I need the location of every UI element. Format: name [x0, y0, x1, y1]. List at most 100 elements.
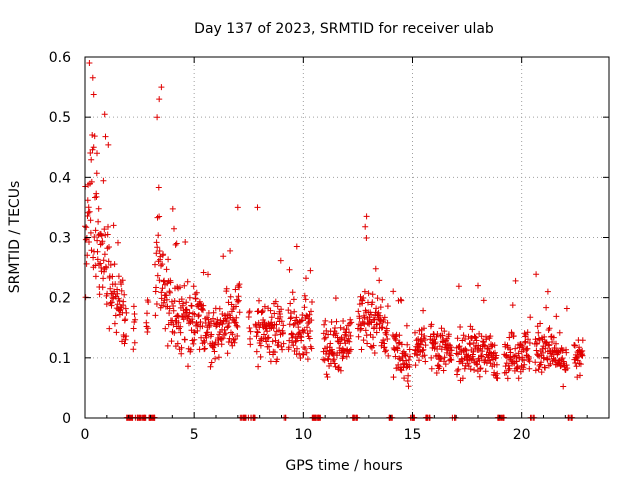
data-point [286, 266, 293, 273]
data-point [181, 282, 188, 289]
data-point [557, 363, 564, 370]
data-point [100, 177, 107, 184]
data-point [511, 353, 518, 360]
data-point [293, 314, 300, 321]
data-point [513, 358, 520, 365]
data-point [512, 345, 519, 352]
data-point [164, 342, 171, 349]
data-point [543, 304, 550, 311]
data-point [268, 314, 275, 321]
data-point [256, 297, 262, 304]
data-point [273, 321, 280, 328]
data-point [107, 300, 114, 306]
data-point [488, 343, 495, 350]
data-point [200, 302, 207, 309]
data-point [101, 251, 108, 258]
data-point [166, 288, 173, 295]
data-point [100, 257, 107, 264]
data-point [264, 335, 271, 342]
data-point [246, 325, 253, 331]
data-point [524, 345, 531, 352]
data-point [254, 328, 261, 335]
data-point [362, 223, 369, 230]
data-point [274, 303, 281, 310]
data-point [364, 340, 371, 347]
data-point [185, 313, 192, 320]
x-tick-label: 5 [190, 427, 199, 443]
data-point [447, 352, 454, 359]
data-point [158, 84, 165, 91]
data-point [579, 337, 586, 344]
data-point [122, 316, 129, 323]
data-point [132, 316, 139, 323]
data-point [448, 357, 455, 363]
data-point [95, 205, 102, 212]
data-point [153, 239, 160, 246]
data-point [186, 309, 193, 316]
data-point [253, 333, 260, 340]
data-point [100, 275, 107, 282]
data-point [108, 299, 115, 306]
data-point [206, 322, 213, 329]
data-point [472, 334, 479, 341]
data-point [86, 208, 93, 215]
data-point [219, 335, 226, 342]
data-point [332, 295, 339, 302]
data-point [358, 325, 365, 332]
data-point [290, 342, 297, 349]
data-point [365, 290, 372, 297]
data-point [475, 282, 481, 289]
data-point [478, 353, 485, 360]
data-point [130, 303, 137, 310]
data-point [376, 320, 383, 327]
data-point [87, 217, 94, 224]
data-point [443, 349, 450, 356]
data-point [272, 298, 279, 305]
data-point [92, 262, 99, 269]
data-point [90, 91, 97, 98]
data-point [155, 232, 162, 239]
axis-ticks [84, 56, 609, 419]
data-point [421, 325, 427, 332]
data-point [215, 354, 222, 361]
data-point [308, 317, 315, 324]
data-point [428, 365, 435, 372]
data-point [515, 350, 522, 357]
data-point [174, 312, 181, 319]
data-point [190, 340, 197, 347]
data-point [288, 314, 295, 321]
data-point [390, 374, 397, 381]
data-point [93, 170, 100, 177]
data-point [506, 334, 513, 341]
data-point [301, 327, 308, 333]
data-point [180, 316, 187, 323]
data-point [247, 335, 253, 342]
data-point [338, 336, 345, 343]
data-point [428, 354, 435, 361]
data-point [159, 261, 166, 268]
data-point [95, 218, 102, 225]
data-point [261, 303, 268, 310]
data-point [254, 204, 261, 211]
data-point [267, 358, 274, 365]
data-point [467, 341, 474, 348]
data-point [285, 344, 292, 351]
data-point [343, 353, 350, 360]
data-point [272, 337, 279, 344]
data-point [201, 345, 208, 352]
data-point [337, 324, 344, 331]
data-point [122, 305, 129, 312]
data-point [421, 352, 428, 359]
data-point [112, 281, 119, 288]
data-point [189, 316, 196, 323]
data-point [156, 248, 163, 254]
data-point [254, 329, 261, 336]
data-point [161, 277, 168, 284]
data-point [224, 350, 231, 357]
data-point [223, 285, 230, 292]
data-point [396, 355, 403, 362]
data-point [156, 213, 163, 220]
data-point [308, 308, 314, 315]
